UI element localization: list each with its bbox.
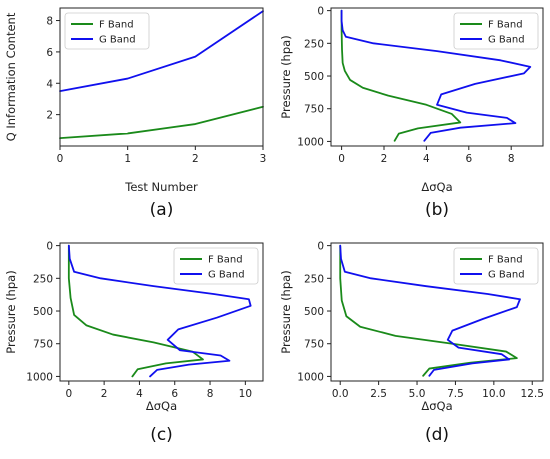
- panel-a: 0 1 2 3 2 4 6 8 Test Number Q Information Content…: [4, 7, 267, 220]
- x-tick-label: 10: [239, 388, 252, 400]
- series-line-g-band: [67, 244, 252, 378]
- y-tick-label: 250: [304, 273, 324, 285]
- axes-frame: [59, 242, 264, 382]
- x-tick-label: 10.0: [482, 388, 505, 400]
- legend: F Band G Band: [453, 247, 539, 285]
- series-line-g-band: [340, 9, 532, 142]
- y-axis-label: Pressure (hpa): [279, 35, 293, 118]
- legend: F Band G Band: [173, 247, 259, 285]
- panel-caption: (c): [150, 425, 173, 445]
- legend-label: F Band: [488, 255, 523, 266]
- panel-b: 0 2 4 6 8 0 250 500 750 1000 ΔσQa Pressure (hpa) (b)…: [279, 6, 544, 220]
- y-tick-label: 8: [46, 16, 53, 28]
- x-tick-label: 0: [57, 153, 64, 165]
- panel-caption: (a): [150, 200, 174, 220]
- x-tick-label: 4: [136, 388, 143, 400]
- legend-label: G Band: [99, 35, 136, 46]
- panel-c: 0 2 4 6 8 10 0 250 500 750 1000 ΔσQa Pressure (hpa) (…: [4, 241, 264, 445]
- x-tick-label: 7.5: [447, 388, 464, 400]
- series-line-f-band: [59, 105, 264, 140]
- panel-caption: (b): [425, 200, 449, 220]
- x-tick-label: 3: [260, 153, 267, 165]
- x-tick-label: 12.5: [521, 388, 544, 400]
- x-tick-label: 2.5: [370, 388, 387, 400]
- y-tick-label: 750: [304, 104, 324, 116]
- series-line-f-band: [339, 244, 518, 377]
- y-tick-label: 500: [33, 306, 53, 318]
- x-tick-label: 6: [465, 153, 472, 165]
- y-tick-label: 750: [304, 339, 324, 351]
- y-tick-label: 2: [46, 110, 53, 122]
- x-tick-label: 6: [171, 388, 178, 400]
- x-tick-label: 0: [338, 153, 345, 165]
- y-tick-label: 1000: [297, 371, 324, 383]
- series-line-g-band: [59, 10, 264, 93]
- legend-label: G Band: [208, 270, 245, 281]
- y-tick-label: 4: [46, 78, 53, 90]
- y-tick-label: 0: [317, 6, 324, 18]
- x-tick-label: 2: [101, 388, 108, 400]
- axes-frame: [330, 242, 544, 382]
- y-axis-label: Pressure (hpa): [4, 270, 18, 353]
- legend: F Band G Band: [64, 12, 150, 50]
- y-tick-label: 6: [46, 47, 53, 59]
- x-tick-label: 5.0: [409, 388, 426, 400]
- y-tick-label: 500: [304, 306, 324, 318]
- x-tick-label: 2: [192, 153, 199, 165]
- x-tick-label: 2: [381, 153, 388, 165]
- y-tick-label: 250: [33, 273, 53, 285]
- axes-frame: [59, 7, 264, 147]
- y-tick-label: 1000: [26, 371, 53, 383]
- y-tick-label: 250: [304, 38, 324, 50]
- y-tick-label: 0: [46, 241, 53, 253]
- y-axis-label: Q Information Content: [4, 12, 18, 141]
- legend-label: F Band: [208, 255, 243, 266]
- legend-label: F Band: [99, 20, 134, 31]
- x-tick-label: 8: [207, 388, 214, 400]
- legend-label: G Band: [488, 35, 525, 46]
- y-tick-label: 500: [304, 71, 324, 83]
- axes-frame: [330, 7, 544, 147]
- x-tick-label: 4: [423, 153, 430, 165]
- y-tick-label: 1000: [297, 136, 324, 148]
- x-axis-label: ΔσQa: [146, 399, 177, 413]
- legend: F Band G Band: [453, 12, 539, 50]
- x-tick-label: 8: [508, 153, 515, 165]
- panel-d: 0.0 2.5 5.0 7.5 10.0 12.5 0 250 500 750 1000 ΔσQa Pr…: [279, 241, 544, 445]
- series-line-g-band: [339, 244, 521, 377]
- series-line-f-band: [67, 244, 204, 378]
- x-tick-label: 0: [65, 388, 72, 400]
- legend-label: F Band: [488, 20, 523, 31]
- y-tick-label: 0: [317, 241, 324, 253]
- x-tick-label: 0.0: [332, 388, 349, 400]
- x-axis-label: Test Number: [124, 180, 198, 194]
- panel-caption: (d): [425, 425, 449, 445]
- x-axis-label: ΔσQa: [421, 180, 452, 194]
- x-tick-label: 1: [124, 153, 131, 165]
- x-axis-label: ΔσQa: [421, 399, 452, 413]
- series-line-f-band: [340, 9, 462, 142]
- y-tick-label: 750: [33, 339, 53, 351]
- y-axis-label: Pressure (hpa): [279, 270, 293, 353]
- legend-label: G Band: [488, 270, 525, 281]
